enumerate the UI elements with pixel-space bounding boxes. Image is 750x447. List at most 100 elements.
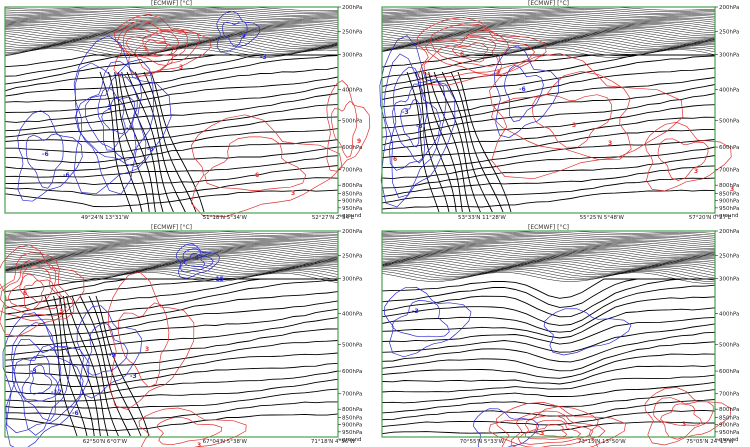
y-tick-label: 950hPa [342, 430, 362, 436]
y-tick-label: 400hPa [719, 87, 739, 93]
warm-contour-label: 3 [730, 186, 734, 193]
cold-contour-label: -3 [130, 373, 137, 380]
cold-contour-label: -3 [30, 368, 37, 375]
cross-section-chart-4: [ECMWF] [°C] 3 3 -3 200hPa 250hPa 300hPa 400hPa… [381, 224, 739, 447]
y-tick-label: ground [719, 437, 738, 443]
x-tick-label: 70°55'N 5°33'W [460, 439, 505, 445]
warm-contour-label: 3 [540, 430, 544, 437]
warm-anomaly-contours [416, 16, 732, 192]
y-tick-label: 200hPa [342, 229, 362, 235]
y-tick-label: 900hPa [719, 423, 739, 429]
y-tick-label: 800hPa [342, 183, 362, 189]
cross-section-chart-3: [ECMWF] [°C] 6 3 3 3 -3 -6 -9 -12 -15 -3 -6 200hPa 25… [0, 224, 362, 447]
y-tick-label: 700hPa [719, 392, 739, 398]
y-tick-label: 600hPa [719, 145, 739, 151]
y-tick-label: ground [719, 213, 738, 219]
cold-contour-label: -3 [402, 109, 409, 116]
chart-title: [ECMWF] [°C] [528, 224, 569, 231]
y-tick-label: ground [342, 437, 361, 443]
y-tick-label: 950hPa [719, 206, 739, 212]
cold-anomaly-contours [17, 10, 261, 202]
chart-title: [ECMWF] [°C] [151, 224, 192, 231]
plot-frame [4, 230, 339, 438]
warm-contour-label: 3 [143, 46, 147, 53]
y-tick-label: 250hPa [719, 254, 739, 260]
chart-title: [ECMWF] [°C] [151, 0, 192, 7]
cold-contour-label: -9 [109, 352, 116, 359]
y-tick-label: 500hPa [342, 342, 362, 348]
warm-contour-label: 3 [179, 64, 183, 71]
upper-isentropes [4, 230, 339, 284]
x-tick-label: 55°25'N 5°48'W [580, 215, 625, 221]
cold-contour-label: -6 [63, 172, 70, 179]
y-tick-label: 250hPa [719, 30, 739, 36]
cross-section-chart-1: [ECMWF] [°C] 3 6 9 3 3 6 -3 -6 -3 -3 -6 -3 -3 200hPa 25… [4, 0, 397, 221]
lower-isentropes [381, 278, 716, 435]
cross-section-chart-2: [ECMWF] [°C] 6 3 3 3 3 3 -3 -6 -3 200hPa 250hPa 300h… [379, 0, 739, 221]
upper-isentropes [381, 6, 716, 58]
y-tick-label: 700hPa [342, 392, 362, 398]
warm-anomaly-contours [0, 244, 247, 447]
y-tick-label: 700hPa [342, 168, 362, 174]
cold-contour-label: -15 [213, 276, 224, 283]
x-tick-label: 75°05'N 24°15'W [686, 439, 734, 445]
y-tick-label: 300hPa [719, 276, 739, 282]
y-tick-label: 800hPa [719, 407, 739, 413]
y-tick-label: 300hPa [342, 52, 362, 58]
x-tick-label: 53°33'N 11°28'W [458, 215, 506, 221]
y-tick-label: 600hPa [342, 145, 362, 151]
contour-labels: 3 6 9 3 3 6 -3 -6 -3 -3 -6 -3 -3 [42, 33, 397, 197]
cold-contour-label: -3 [105, 104, 112, 111]
warm-contour-label: 3 [572, 122, 576, 129]
warm-anomaly-contours [113, 14, 371, 217]
y-tick-label: 950hPa [719, 430, 739, 436]
cold-contour-label: -6 [192, 255, 199, 262]
y-tick-label: 200hPa [719, 229, 739, 235]
cold-contour-label: -6 [72, 410, 79, 417]
x-tick-label: 51°18'N 5°34'W [203, 215, 248, 221]
y-tick-label: 900hPa [342, 199, 362, 205]
cold-contour-label: -12 [51, 389, 62, 396]
y-tick-label: 850hPa [719, 415, 739, 421]
lower-isentropes [381, 54, 716, 213]
cold-anomaly-contours [2, 243, 220, 447]
chart-title: [ECMWF] [°C] [528, 0, 569, 7]
x-tick-label: 49°24'N 13°31'W [81, 215, 129, 221]
y-tick-label: 900hPa [342, 423, 362, 429]
contour-labels: 6 3 3 3 3 3 -3 -6 -3 [402, 51, 734, 193]
warm-contour-label: 6 [460, 51, 464, 58]
contour-labels: 6 3 3 3 -3 -6 -9 -12 -15 -3 -6 [23, 255, 224, 447]
panel-4: [ECMWF] [°C] 3 3 -3 200hPa 250hPa 300hPa 400hPa… [377, 224, 750, 447]
y-tick-label: 400hPa [342, 311, 362, 317]
x-tick-label: 67°04'N 5°38'W [203, 439, 248, 445]
y-tick-label: 800hPa [719, 183, 739, 189]
y-tick-label: 300hPa [342, 276, 362, 282]
warm-contour-label: 6 [255, 172, 259, 179]
x-tick-label: 57°20'N 0°27'E [689, 215, 732, 221]
y-tick-label: 700hPa [719, 168, 739, 174]
y-tick-label: 500hPa [719, 342, 739, 348]
y-tick-label: 850hPa [719, 191, 739, 197]
warm-contour-label: 3 [59, 308, 63, 315]
cold-contour-label: -6 [42, 151, 49, 158]
x-tick-label: 52°27'N 2°54'E [312, 215, 355, 221]
cold-contour-label: -3 [416, 123, 423, 130]
warm-contour-label: 3 [145, 346, 149, 353]
y-tick-label: 400hPa [342, 87, 362, 93]
y-tick-label: 500hPa [719, 118, 739, 124]
y-tick-label: 850hPa [342, 415, 362, 421]
plot-frame [381, 230, 716, 438]
x-tick-label: 73°15'N 13°50'W [578, 439, 626, 445]
upper-isentropes [381, 230, 716, 284]
cold-contour-label: -6 [519, 86, 526, 93]
panel-3: [ECMWF] [°C] 6 3 3 3 -3 -6 -9 -12 -15 -3 -6 200hPa 25… [0, 224, 375, 447]
cold-contour-label: -3 [147, 146, 154, 153]
warm-contour-label: 3 [197, 442, 201, 447]
y-tick-label: 250hPa [342, 254, 362, 260]
y-tick-label: 600hPa [719, 369, 739, 375]
y-tick-label: 600hPa [342, 369, 362, 375]
x-tick-label: 71°18'N 4°56'W [311, 439, 356, 445]
panel-1: [ECMWF] [°C] 3 6 9 3 3 6 -3 -6 -3 -3 -6 -3 -3 200hPa 25… [0, 0, 397, 223]
x-tick-label: 62°50'N 6°07'W [83, 439, 128, 445]
y-tick-label: 800hPa [342, 407, 362, 413]
